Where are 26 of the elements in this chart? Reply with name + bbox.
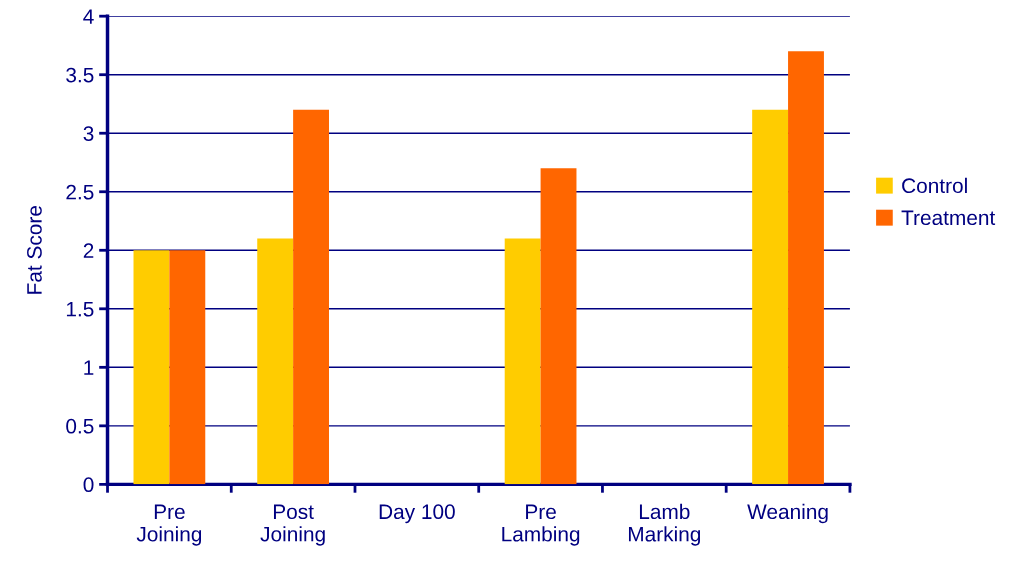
bar [257, 238, 294, 485]
bar [133, 250, 170, 485]
bar [169, 250, 206, 485]
x-tick-label: Pre Joining [136, 504, 202, 546]
x-tick-label: Day 100 [379, 504, 455, 524]
legend-label: Control [902, 177, 967, 194]
x-tick-label: Lamb Marking [628, 503, 701, 546]
bar [788, 51, 824, 485]
y-tick-label: 3.5 [66, 67, 94, 83]
y-tick-label: 4 [83, 9, 94, 24]
y-tick-label: 2.5 [66, 184, 94, 200]
y-axis-title: Fat Score [27, 206, 42, 294]
legend-label: Treatment [901, 210, 996, 226]
y-tick-label: 0 [83, 477, 94, 493]
y-tick-label: 3 [83, 126, 94, 141]
bar [504, 238, 541, 485]
x-tick-label: Post Joining [260, 504, 325, 546]
bar [293, 109, 329, 485]
y-tick-label: 0.5 [66, 418, 94, 434]
y-tick-label: 1 [84, 360, 94, 375]
bar [752, 109, 789, 485]
x-tick-label: Weaning [747, 503, 828, 524]
bar [540, 168, 577, 485]
y-tick-label: 2 [83, 243, 94, 258]
y-tick-label: 1.5 [66, 302, 94, 317]
x-tick-label: Pre Lambing [502, 504, 580, 546]
